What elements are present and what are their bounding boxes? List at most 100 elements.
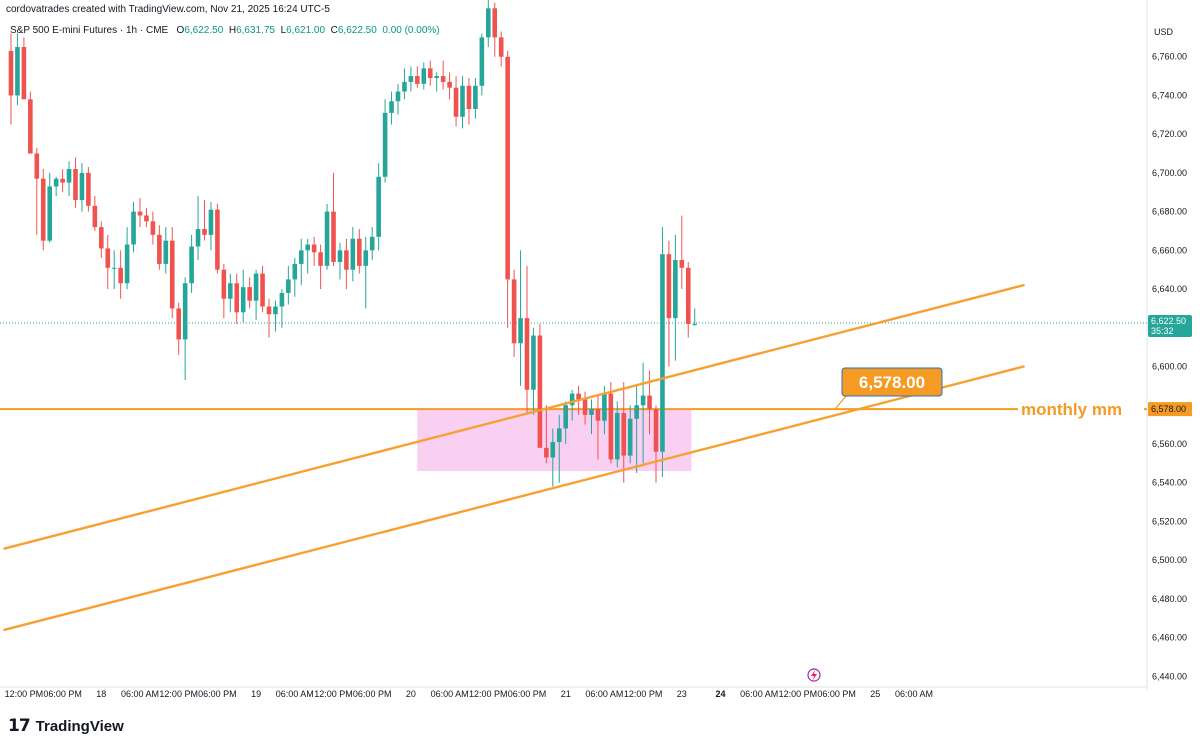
candle[interactable] [640, 395, 646, 406]
candle[interactable] [395, 91, 401, 102]
candle[interactable] [357, 238, 362, 266]
candle[interactable] [228, 283, 233, 299]
candle[interactable] [144, 215, 149, 222]
candle[interactable] [337, 250, 343, 262]
candle[interactable] [292, 263, 298, 280]
candle[interactable] [544, 447, 549, 458]
candle[interactable] [466, 85, 472, 110]
candle[interactable] [8, 50, 14, 96]
candle[interactable] [298, 250, 304, 264]
candle[interactable] [273, 306, 278, 315]
candle[interactable] [60, 178, 65, 183]
candle[interactable] [634, 405, 639, 419]
candle[interactable] [111, 267, 117, 269]
candle[interactable] [195, 229, 201, 247]
candle[interactable] [376, 176, 381, 237]
candle[interactable] [260, 273, 265, 307]
candle[interactable] [221, 269, 227, 299]
candle[interactable] [318, 252, 323, 266]
candle[interactable] [137, 211, 143, 216]
candle[interactable] [363, 250, 369, 266]
candle[interactable] [389, 101, 394, 113]
candle[interactable] [118, 267, 123, 284]
candle[interactable] [350, 238, 356, 270]
candle[interactable] [253, 273, 259, 301]
lower-trendline[interactable] [3, 365, 1025, 632]
candle[interactable] [189, 246, 194, 284]
candle[interactable] [86, 172, 91, 206]
candle[interactable] [202, 229, 207, 235]
candle[interactable] [266, 306, 272, 315]
candle[interactable] [486, 8, 491, 38]
candle[interactable] [169, 240, 175, 309]
candle[interactable] [402, 81, 407, 92]
candle[interactable] [569, 393, 575, 406]
candle[interactable] [99, 227, 104, 249]
candle[interactable] [79, 172, 85, 201]
candle[interactable] [331, 211, 336, 262]
candle[interactable] [131, 211, 136, 245]
candle[interactable] [311, 244, 317, 253]
candle[interactable] [653, 409, 659, 452]
candle[interactable] [473, 85, 478, 110]
candle[interactable] [666, 254, 672, 319]
candle[interactable] [627, 418, 633, 456]
candle[interactable] [421, 68, 427, 84]
candle[interactable] [66, 169, 72, 183]
candle[interactable] [176, 308, 181, 340]
candle[interactable] [34, 153, 40, 179]
candle[interactable] [505, 56, 510, 280]
candle[interactable] [498, 37, 504, 57]
candle[interactable] [305, 244, 310, 251]
candle[interactable] [621, 412, 627, 456]
candle[interactable] [440, 76, 446, 82]
candle[interactable] [576, 393, 581, 400]
candle[interactable] [124, 244, 130, 284]
candle[interactable] [279, 292, 285, 307]
candle[interactable] [53, 178, 59, 187]
candle[interactable] [537, 335, 543, 448]
symbol-name[interactable]: S&P 500 E-mini Futures · 1h · CME [10, 25, 169, 36]
candle[interactable] [92, 205, 98, 228]
candle[interactable] [369, 236, 375, 251]
candle[interactable] [524, 318, 530, 390]
candle[interactable] [240, 287, 246, 313]
candle[interactable] [208, 209, 214, 235]
candle[interactable] [447, 81, 452, 88]
candle[interactable] [434, 76, 439, 79]
candle[interactable] [182, 283, 188, 340]
candle[interactable] [563, 405, 568, 429]
candle[interactable] [382, 112, 388, 177]
candle[interactable] [247, 287, 252, 301]
candle[interactable] [28, 99, 33, 154]
candle[interactable] [47, 186, 52, 241]
candle[interactable] [608, 393, 614, 460]
candle[interactable] [518, 318, 523, 344]
candle[interactable] [492, 8, 498, 38]
candle[interactable] [595, 409, 601, 421]
candle[interactable] [215, 209, 220, 270]
candle[interactable] [324, 211, 330, 266]
candle[interactable] [660, 254, 665, 452]
candle[interactable] [460, 85, 465, 117]
candle[interactable] [647, 395, 652, 410]
candle[interactable] [550, 442, 556, 458]
currency-label[interactable]: USD [1154, 27, 1174, 37]
candle[interactable] [692, 323, 697, 325]
candle[interactable] [615, 412, 620, 460]
candle[interactable] [40, 178, 46, 241]
candle[interactable] [105, 248, 111, 268]
candle[interactable] [150, 221, 156, 235]
candle[interactable] [286, 279, 291, 293]
candle[interactable] [589, 409, 594, 415]
upper-trendline[interactable] [3, 284, 1025, 550]
price-callout-box[interactable] [841, 367, 943, 397]
candle[interactable] [531, 335, 536, 390]
candle[interactable] [163, 240, 169, 264]
candle[interactable] [415, 76, 420, 84]
candle[interactable] [673, 260, 678, 319]
candle[interactable] [21, 47, 27, 100]
candle[interactable] [15, 47, 20, 96]
candle[interactable] [679, 260, 685, 268]
